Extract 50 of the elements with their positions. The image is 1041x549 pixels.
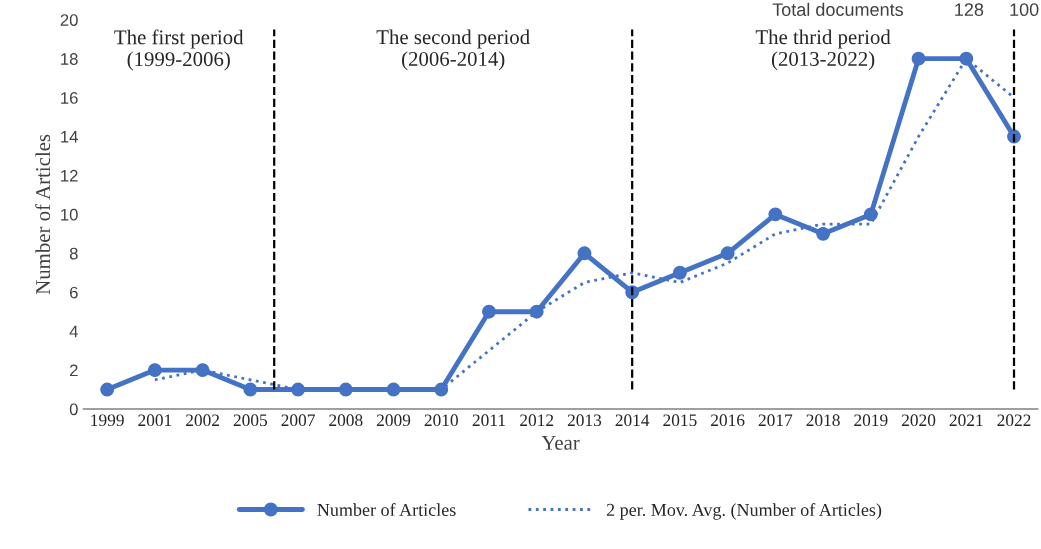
annotation: The second period (2006-2014): [376, 29, 530, 71]
point: [577, 246, 592, 261]
x-tick-label: 2007: [281, 414, 315, 427]
y-tick-label: 8: [69, 247, 78, 260]
point: [147, 363, 162, 378]
x-tick-label: 2013: [567, 414, 602, 427]
y-tick-label: 0: [69, 403, 78, 416]
x-tick-label: 2008: [329, 414, 363, 427]
x-tick-label: 2010: [424, 414, 458, 427]
x-tick-label: 2017: [758, 414, 793, 427]
x-tick-label: 2001: [138, 414, 172, 427]
x-tick-label: 2014: [615, 414, 650, 427]
y-tick-label: 2: [69, 364, 78, 377]
x-tick-label: 2002: [186, 414, 220, 427]
y-tick-label: 10: [61, 208, 78, 221]
point: [672, 265, 687, 280]
y-tick-label: 6: [70, 286, 78, 299]
x-tick-label: 2020: [901, 414, 936, 427]
x-tick-label: 2022: [997, 414, 1031, 427]
x-tick-label: 2009: [376, 414, 411, 427]
x-tick-label: 2012: [520, 414, 554, 427]
point: [768, 207, 783, 222]
x-tick-label: 2011: [472, 414, 505, 427]
y-tick-label: 16: [61, 92, 78, 104]
y-tick-label: 18: [61, 53, 78, 65]
y-axis-title: Number of Articles: [35, 134, 51, 295]
point: [816, 226, 831, 241]
y-tick-label: 14: [61, 131, 78, 143]
x-tick-label: 2005: [233, 414, 268, 427]
point: [911, 51, 926, 66]
legend-label: 2 per. Mov. Avg. (Number of Articles): [606, 503, 882, 520]
x-axis-title: Year: [541, 435, 580, 450]
x-tick-label: 2021: [949, 414, 983, 427]
x-tick-label: 2018: [806, 414, 840, 427]
y-tick-label: 12: [61, 169, 78, 182]
annotation: The thrid period (2013-2022): [755, 29, 891, 71]
y-tick-label: 4: [69, 325, 78, 338]
x-tick-label: 2015: [663, 414, 697, 427]
point: [720, 246, 735, 261]
annotation: The first period (1999-2006): [114, 29, 244, 71]
y-tick-label: 20: [60, 14, 78, 26]
point: [434, 382, 449, 397]
legend-label: Number of Articles: [317, 503, 456, 516]
point: [100, 382, 115, 397]
point: [243, 382, 258, 397]
x-tick-label: 1999: [91, 414, 124, 427]
x-tick-label: 2019: [854, 414, 888, 427]
point: [482, 304, 496, 319]
text: Total documents 128 100: [772, 2, 1039, 17]
x-tick-label: 2016: [711, 414, 745, 427]
